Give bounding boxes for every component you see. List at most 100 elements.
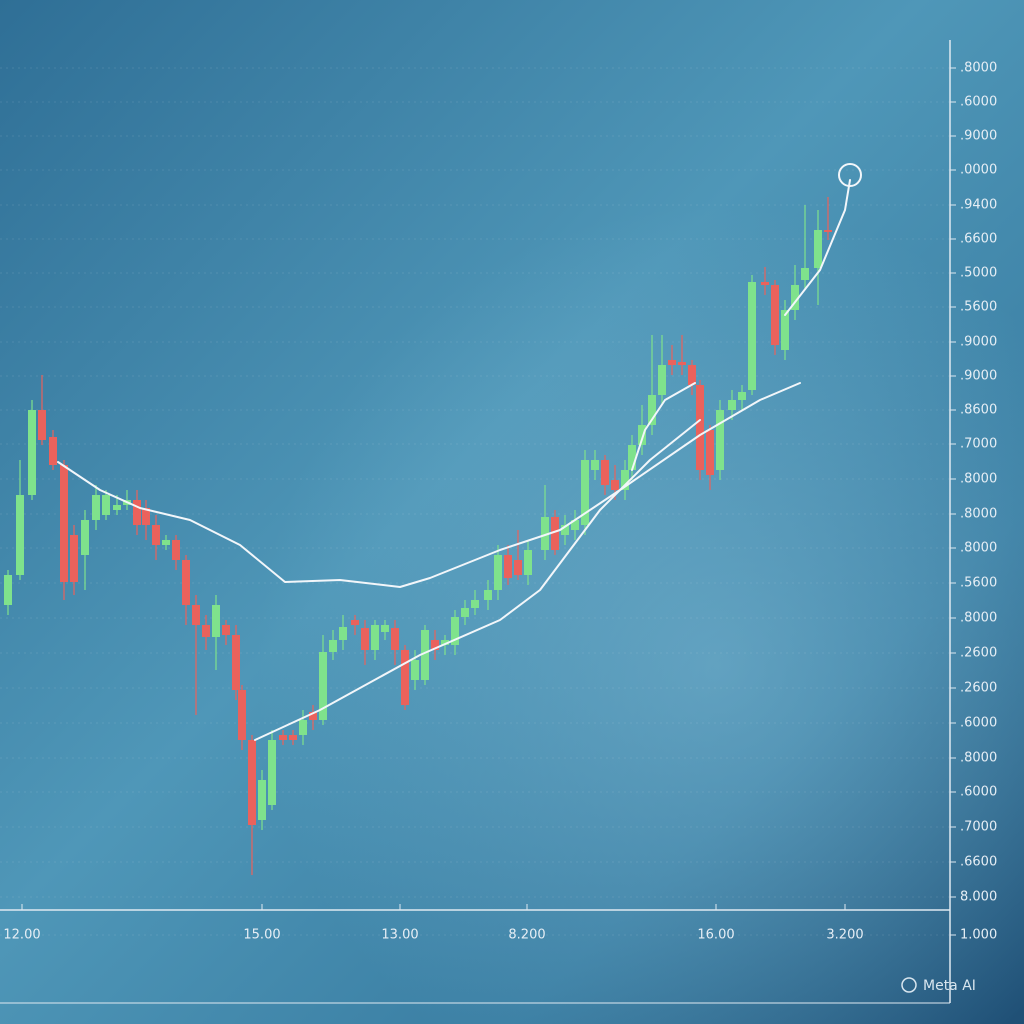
candle-body — [202, 625, 210, 637]
candle-body — [628, 445, 636, 470]
candle-body — [339, 627, 347, 640]
candle-body — [258, 780, 266, 820]
x-tick-label: 15.00 — [243, 928, 280, 943]
candle-body — [70, 535, 78, 582]
candle-body — [621, 470, 629, 490]
candle-body — [688, 365, 696, 385]
y-tick-label: .9400 — [960, 198, 997, 213]
candle-body — [678, 362, 686, 365]
candle-body — [541, 517, 549, 550]
candle-body — [738, 392, 746, 400]
candle-body — [102, 495, 110, 515]
y-tick-label: .6000 — [960, 716, 997, 731]
candle-body — [192, 605, 200, 625]
y-tick-label: .7000 — [960, 820, 997, 835]
y-tick-label: .8000 — [960, 751, 997, 766]
y-tick-label: .5600 — [960, 576, 997, 591]
x-tick-label: 12.00 — [3, 928, 40, 943]
y-tick-label: .0000 — [960, 163, 997, 178]
candle-body — [401, 650, 409, 705]
y-tick-label: .8000 — [960, 61, 997, 76]
y-tick-label: .9000 — [960, 335, 997, 350]
candle-body — [551, 517, 559, 550]
candle-body — [504, 555, 512, 578]
candle-body — [716, 410, 724, 470]
candle-body — [16, 495, 24, 575]
y-tick-label: .8000 — [960, 541, 997, 556]
y-tick-label: .5600 — [960, 300, 997, 315]
candle-body — [591, 460, 599, 470]
candle-body — [421, 630, 429, 680]
moving-average-line — [784, 179, 851, 316]
candle-body — [728, 400, 736, 410]
candle-body — [279, 735, 287, 740]
candle-body — [668, 360, 676, 365]
candle-body — [471, 600, 479, 608]
candle-body — [601, 460, 609, 485]
candle-body — [309, 712, 317, 720]
candle-body — [441, 640, 449, 645]
x-tick-label: 3.200 — [826, 928, 863, 943]
candle-body — [781, 310, 789, 350]
candle-body — [561, 525, 569, 535]
y-tick-label: .6000 — [960, 785, 997, 800]
y-tick-label: .9000 — [960, 369, 997, 384]
candle-body — [611, 480, 619, 490]
candle-body — [814, 230, 822, 268]
candle-body — [801, 268, 809, 280]
x-tick-label: 13.00 — [381, 928, 418, 943]
candle-body — [268, 740, 276, 805]
y-tick-label: .6600 — [960, 855, 997, 870]
candle-body — [451, 617, 459, 645]
y-tick-label: .8000 — [960, 611, 997, 626]
candle-body — [706, 430, 714, 475]
candle-body — [571, 520, 579, 530]
candle-body — [824, 230, 832, 232]
candle-body — [92, 495, 100, 520]
candle-body — [371, 625, 379, 650]
candle-body — [38, 410, 46, 440]
candle-body — [484, 590, 492, 600]
y-tick-label: .7000 — [960, 437, 997, 452]
y-tick-label: .2600 — [960, 646, 997, 661]
candle-body — [431, 640, 439, 650]
candle-body — [391, 628, 399, 650]
candle-body — [248, 740, 256, 825]
candle-body — [411, 660, 419, 680]
candle-body — [172, 540, 180, 560]
candle-body — [232, 635, 240, 690]
y-tick-label: .5000 — [960, 266, 997, 281]
y-tick-label: .8000 — [960, 472, 997, 487]
y-tick-label: .6600 — [960, 232, 997, 247]
candle-body — [162, 540, 170, 545]
candle-body — [212, 605, 220, 637]
y-tick-label: .8600 — [960, 403, 997, 418]
y-tick-label: 1.000 — [960, 928, 997, 943]
candle-body — [791, 285, 799, 310]
candle-body — [658, 365, 666, 395]
candle-body — [494, 555, 502, 590]
watermark: Meta AI — [923, 978, 976, 994]
candle-body — [381, 625, 389, 632]
candle-body — [748, 282, 756, 390]
candle-body — [113, 505, 121, 510]
candle-body — [361, 628, 369, 650]
candle-body — [461, 608, 469, 617]
moving-average-line — [57, 382, 801, 588]
candle-body — [81, 520, 89, 555]
y-tick-label: .6000 — [960, 95, 997, 110]
candle-body — [142, 508, 150, 525]
candle-body — [4, 575, 12, 605]
candle-body — [152, 525, 160, 545]
candle-body — [696, 385, 704, 470]
candle-body — [133, 500, 141, 525]
moving-average-line — [254, 419, 701, 741]
candle-body — [49, 437, 57, 465]
candle-body — [319, 652, 327, 720]
candle-body — [28, 410, 36, 495]
candle-body — [524, 550, 532, 575]
y-tick-label: .2600 — [960, 681, 997, 696]
x-tick-label: 8.200 — [508, 928, 545, 943]
